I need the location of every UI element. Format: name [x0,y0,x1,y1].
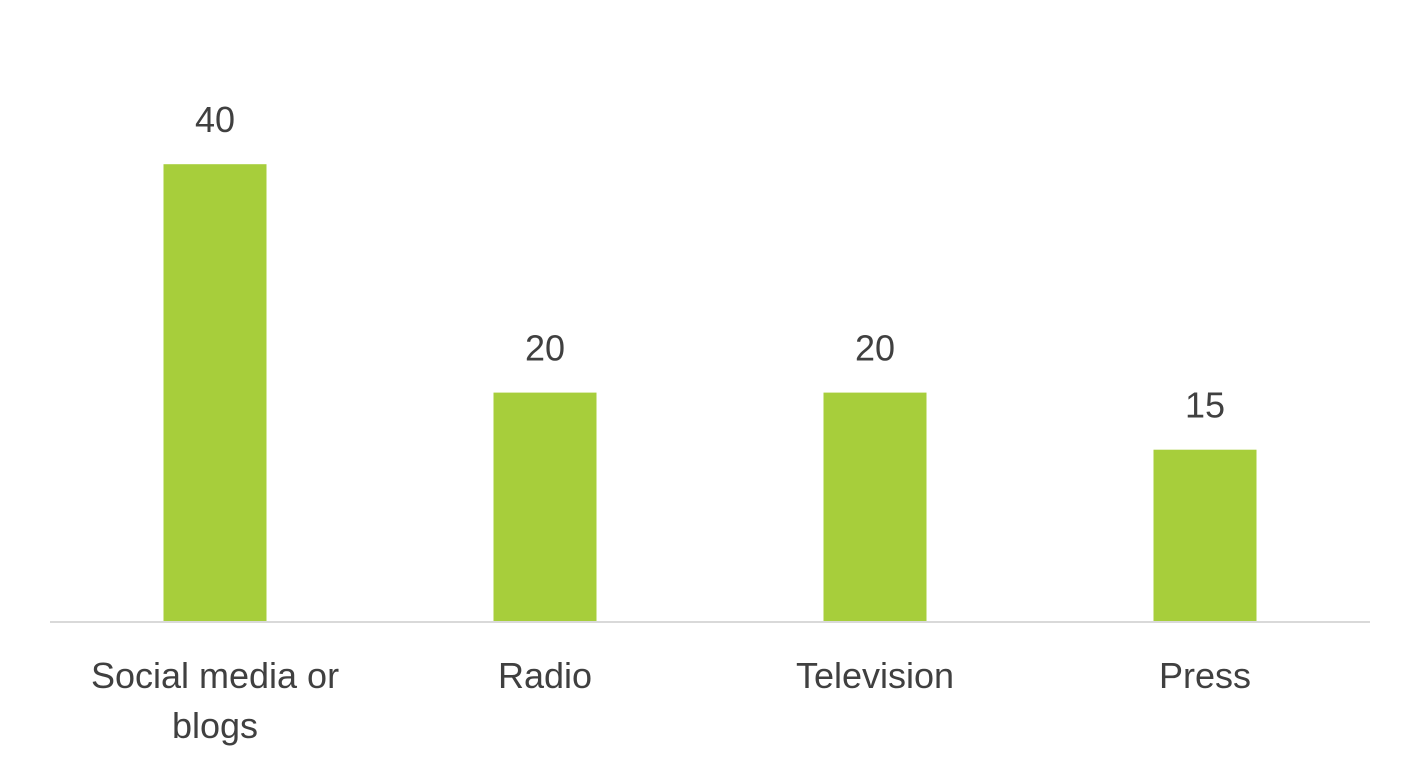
category-label-1: Radio [498,655,592,696]
category-label-line: Social media or [91,655,339,696]
category-label-0: Social media or blogs [91,655,339,746]
category-label-line: Press [1159,655,1251,696]
bar-1 [493,392,597,621]
category-label-line: Radio [498,655,592,696]
category-label-2: Television [796,655,954,696]
category-label-line: blogs [172,705,258,746]
bar-2 [823,392,927,621]
data-label-3: 15 [1185,385,1225,426]
category-label-line: Television [796,655,954,696]
data-labels-layer: 40 20 20 15 [195,99,1225,426]
bar-3 [1153,449,1257,621]
data-label-1: 20 [525,328,565,369]
data-label-0: 40 [195,99,235,140]
data-label-2: 20 [855,328,895,369]
bars-layer [163,164,1257,621]
category-labels-layer: Social media or blogs Radio Television Press [91,655,1251,746]
category-label-3: Press [1159,655,1251,696]
bar-0 [163,164,267,621]
